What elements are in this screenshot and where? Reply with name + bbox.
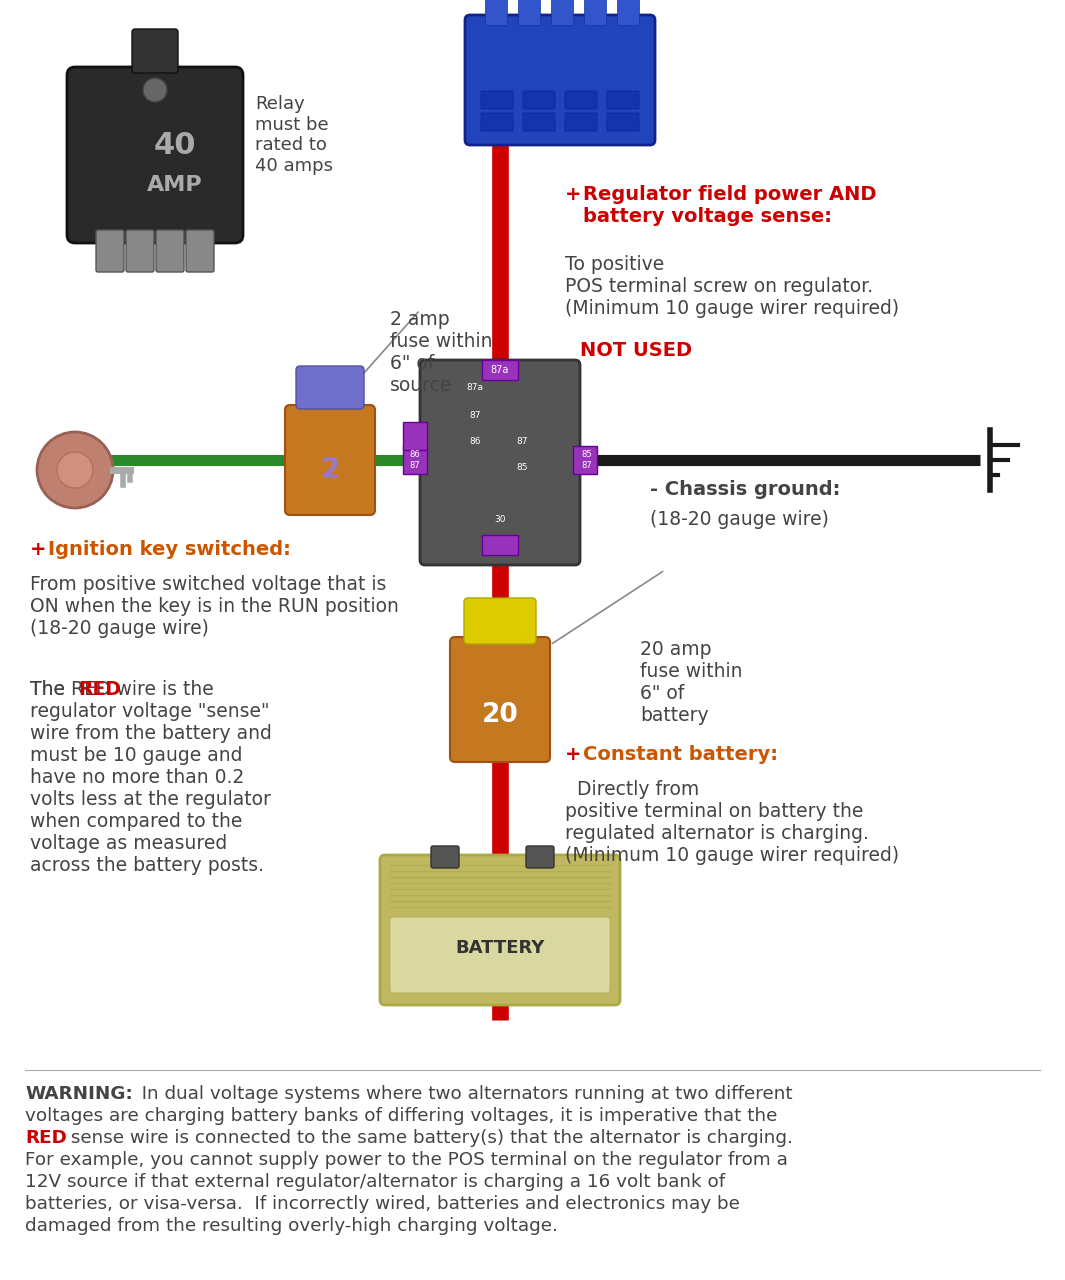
FancyBboxPatch shape xyxy=(186,230,214,271)
Bar xyxy=(485,0,507,26)
Text: For example, you cannot supply power to the POS terminal on the regulator from a: For example, you cannot supply power to … xyxy=(24,1151,788,1169)
Text: 40: 40 xyxy=(153,131,196,160)
Bar xyxy=(584,0,606,26)
FancyBboxPatch shape xyxy=(607,113,639,131)
FancyBboxPatch shape xyxy=(390,916,610,993)
FancyBboxPatch shape xyxy=(526,846,554,868)
Text: NOT USED: NOT USED xyxy=(580,340,692,360)
Text: - Chassis ground:: - Chassis ground: xyxy=(650,480,840,499)
Bar xyxy=(482,535,518,556)
FancyBboxPatch shape xyxy=(67,67,243,243)
Bar xyxy=(482,360,518,380)
Text: 2 amp
fuse within
6" of
source: 2 amp fuse within 6" of source xyxy=(390,310,492,396)
FancyBboxPatch shape xyxy=(126,230,154,271)
FancyBboxPatch shape xyxy=(155,230,184,271)
Bar xyxy=(551,0,573,26)
Text: 30: 30 xyxy=(494,516,506,525)
Text: The RED wire is the
regulator voltage "sense"
wire from the battery and
must be : The RED wire is the regulator voltage "s… xyxy=(30,680,272,876)
FancyBboxPatch shape xyxy=(285,404,375,515)
Text: 85
87: 85 87 xyxy=(581,451,592,470)
Text: Constant battery:: Constant battery: xyxy=(583,745,779,764)
Text: voltages are charging battery banks of differing voltages, it is imperative that: voltages are charging battery banks of d… xyxy=(24,1107,777,1125)
Text: 87a: 87a xyxy=(491,365,509,375)
Text: RED: RED xyxy=(78,680,120,699)
Text: 20: 20 xyxy=(481,701,519,728)
FancyBboxPatch shape xyxy=(450,637,550,762)
FancyBboxPatch shape xyxy=(96,230,124,271)
Text: BATTERY: BATTERY xyxy=(456,940,544,957)
FancyBboxPatch shape xyxy=(566,113,597,131)
Text: Relay
must be
rated to
40 amps: Relay must be rated to 40 amps xyxy=(255,95,333,175)
Text: 2: 2 xyxy=(321,456,340,484)
FancyBboxPatch shape xyxy=(464,598,536,644)
Text: 87: 87 xyxy=(470,411,480,420)
Text: damaged from the resulting overly-high charging voltage.: damaged from the resulting overly-high c… xyxy=(24,1217,558,1235)
Text: Ignition key switched:: Ignition key switched: xyxy=(48,540,291,559)
Circle shape xyxy=(37,431,113,508)
Text: AMP: AMP xyxy=(147,175,202,195)
Text: 20 amp
fuse within
6" of
battery: 20 amp fuse within 6" of battery xyxy=(640,640,742,724)
Text: In dual voltage systems where two alternators running at two different: In dual voltage systems where two altern… xyxy=(130,1085,792,1103)
FancyBboxPatch shape xyxy=(296,366,364,410)
Text: 87: 87 xyxy=(517,438,528,447)
Text: +: + xyxy=(566,186,581,204)
FancyBboxPatch shape xyxy=(132,29,178,73)
Text: Regulator field power AND
battery voltage sense:: Regulator field power AND battery voltag… xyxy=(583,186,876,227)
FancyBboxPatch shape xyxy=(465,15,655,145)
FancyBboxPatch shape xyxy=(523,113,555,131)
Text: The: The xyxy=(30,680,71,699)
Bar xyxy=(573,445,597,474)
Text: 85: 85 xyxy=(517,463,528,472)
FancyBboxPatch shape xyxy=(420,360,580,564)
Bar xyxy=(403,422,427,451)
Text: From positive switched voltage that is
ON when the key is in the RUN position
(1: From positive switched voltage that is O… xyxy=(30,575,399,637)
Text: +: + xyxy=(30,540,47,559)
FancyBboxPatch shape xyxy=(607,91,639,109)
FancyBboxPatch shape xyxy=(523,91,555,109)
FancyBboxPatch shape xyxy=(566,91,597,109)
FancyBboxPatch shape xyxy=(380,855,620,1005)
FancyBboxPatch shape xyxy=(481,113,513,131)
Circle shape xyxy=(143,78,167,102)
Bar xyxy=(403,445,427,474)
Bar xyxy=(617,0,639,26)
Text: batteries, or visa-versa.  If incorrectly wired, batteries and electronics may b: batteries, or visa-versa. If incorrectly… xyxy=(24,1196,740,1213)
Text: 86: 86 xyxy=(470,438,480,447)
Text: 12V source if that external regulator/alternator is charging a 16 volt bank of: 12V source if that external regulator/al… xyxy=(24,1172,725,1190)
Text: Directly from
positive terminal on battery the
regulated alternator is charging.: Directly from positive terminal on batte… xyxy=(566,780,899,865)
Text: 86
87: 86 87 xyxy=(410,451,421,470)
Text: RED: RED xyxy=(24,1129,67,1147)
FancyBboxPatch shape xyxy=(481,91,513,109)
Circle shape xyxy=(58,452,93,488)
Text: 87a: 87a xyxy=(466,384,484,393)
Text: WARNING:: WARNING: xyxy=(24,1085,133,1103)
Text: To positive
POS terminal screw on regulator.
(Minimum 10 gauge wirer required): To positive POS terminal screw on regula… xyxy=(566,255,899,317)
Text: sense wire is connected to the same battery(s) that the alternator is charging.: sense wire is connected to the same batt… xyxy=(65,1129,792,1147)
Bar xyxy=(518,0,540,26)
FancyBboxPatch shape xyxy=(431,846,459,868)
Text: (18-20 gauge wire): (18-20 gauge wire) xyxy=(650,509,829,529)
Text: +: + xyxy=(566,745,581,764)
